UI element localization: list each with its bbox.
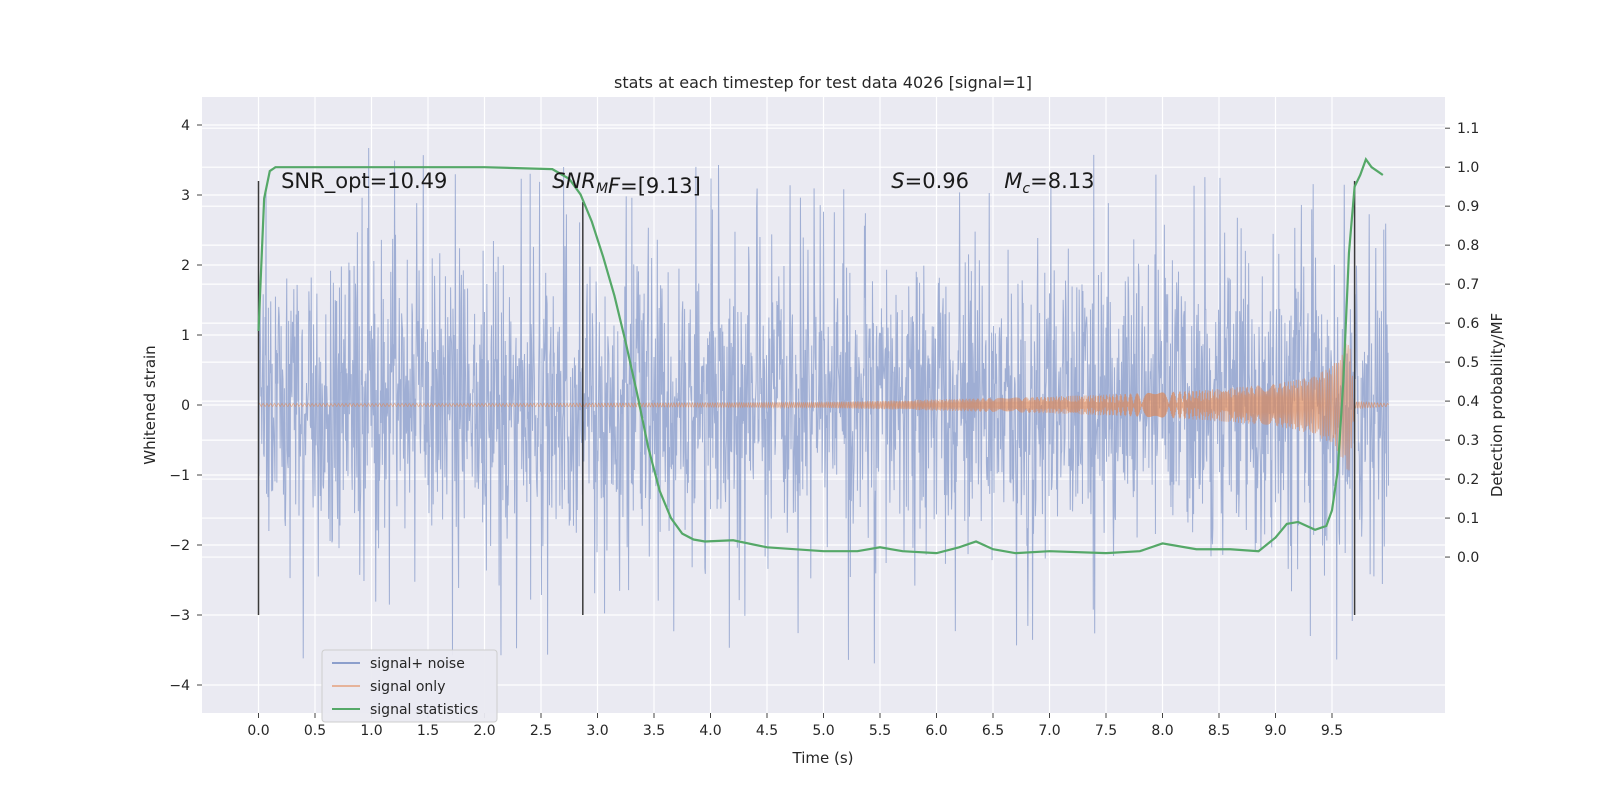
y-right-tick-label: 0.7 <box>1457 277 1479 293</box>
y-left-tick-label: −2 <box>169 538 190 554</box>
y-right-tick-label: 0.3 <box>1457 433 1479 449</box>
x-tick-label: 2.0 <box>473 723 495 739</box>
signal-noise-line <box>258 147 1389 664</box>
vertical-markers <box>257 181 1356 615</box>
x-tick-label: 3.5 <box>643 723 665 739</box>
noise-series <box>258 147 1389 664</box>
x-tick-label: 1.5 <box>417 723 439 739</box>
x-tick-label: 5.5 <box>869 723 891 739</box>
y-left-tick-label: −3 <box>169 608 190 624</box>
y-right-tick-label: 0.8 <box>1457 238 1479 254</box>
legend-box <box>321 649 498 723</box>
x-tick-label: 7.5 <box>1095 723 1117 739</box>
x-tick-label: 0.0 <box>247 723 269 739</box>
x-tick-label: 8.5 <box>1208 723 1230 739</box>
y-left-tick-label: −4 <box>169 678 190 694</box>
y-right-tick-label: 0.5 <box>1457 355 1479 371</box>
annotations: SNR_opt=10.49 SNRMF=[9.13] S=0.96 Mc=8.13 <box>281 169 1094 198</box>
x-tick-label: 4.0 <box>699 723 721 739</box>
y-right-tick-label: 0.6 <box>1457 316 1479 332</box>
annotation-snr-opt: SNR_opt=10.49 <box>281 169 447 194</box>
tick-labels: 0.0 0.5 1.0 1.5 2.0 2.5 3.0 3.5 4.0 4.5 5.0 5.5 6.0 6… <box>169 118 1479 739</box>
x-tick-label: 4.5 <box>756 723 778 739</box>
y-right-tick-label: 0.0 <box>1457 550 1479 566</box>
y-left-tick-label: 4 <box>181 118 190 134</box>
x-tick-label: 5.0 <box>812 723 834 739</box>
y-right-tick-label: 1.1 <box>1457 121 1479 137</box>
annotation-mc: Mc=8.13 <box>1004 169 1094 197</box>
y-left-tick-label: 2 <box>181 258 190 274</box>
y-right-tick-label: 0.4 <box>1457 394 1479 410</box>
legend: signal+ noise signal only signal statist… <box>321 649 498 723</box>
x-tick-label: 6.5 <box>982 723 1004 739</box>
x-tick-label: 9.0 <box>1264 723 1286 739</box>
legend-label-signal-noise: signal+ noise <box>370 656 465 672</box>
y-left-tick-label: 0 <box>181 398 190 414</box>
y-right-tick-label: 0.1 <box>1457 511 1479 527</box>
y-left-tick-label: 1 <box>181 328 190 344</box>
chart-title: stats at each timestep for test data 402… <box>614 73 1032 92</box>
y-right-tick-label: 0.2 <box>1457 472 1479 488</box>
signal-only-series <box>258 343 1389 471</box>
y-right-tick-label: 0.9 <box>1457 199 1479 215</box>
signal-only-line <box>258 343 1389 471</box>
x-axis-label: Time (s) <box>792 749 854 767</box>
x-tick-label: 8.0 <box>1151 723 1173 739</box>
y-axis-label-right: Detection probability/MF <box>1488 313 1506 497</box>
legend-label-signal-statistics: signal statistics <box>370 702 478 718</box>
y-axis-label-left: Whitened strain <box>141 345 159 464</box>
annotation-snr-mf: SNRMF=[9.13] <box>552 169 701 198</box>
x-tick-label: 6.0 <box>925 723 947 739</box>
x-tick-label: 1.0 <box>360 723 382 739</box>
signal-statistics-line <box>257 157 1384 555</box>
x-tick-label: 7.0 <box>1038 723 1060 739</box>
legend-label-signal-only: signal only <box>370 679 445 695</box>
signal-statistics-series <box>257 157 1384 555</box>
y-left-tick-label: −1 <box>169 468 190 484</box>
x-tick-label: 3.0 <box>586 723 608 739</box>
x-tick-label: 0.5 <box>304 723 326 739</box>
y-right-tick-label: 1.0 <box>1457 160 1479 176</box>
annotation-s: S=0.96 <box>891 169 969 193</box>
x-tick-label: 2.5 <box>530 723 552 739</box>
x-tick-label: 9.5 <box>1321 723 1343 739</box>
y-left-tick-label: 3 <box>181 188 190 204</box>
